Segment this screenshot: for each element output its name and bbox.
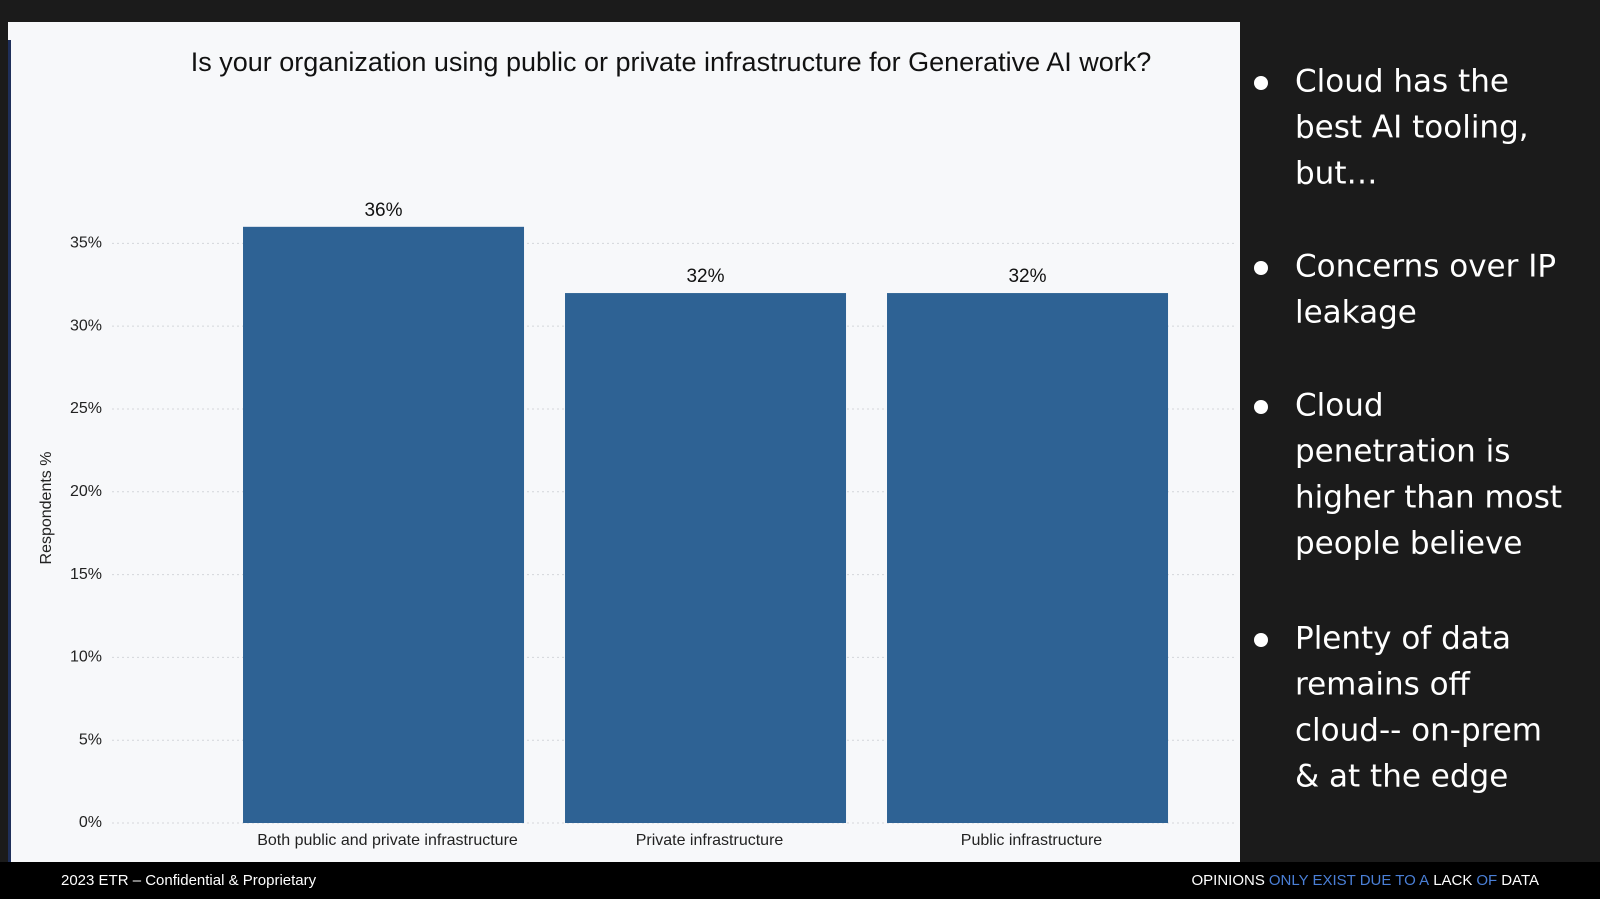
y-tick-label: 35%	[70, 235, 102, 252]
bar	[243, 226, 525, 824]
footer-left: 2023 ETR – Confidential & Proprietary	[61, 872, 317, 889]
bullet-text: Cloud	[1295, 388, 1384, 424]
bullet-text: people believe	[1295, 526, 1522, 562]
tagline-segment: OF	[1476, 872, 1497, 889]
y-axis-label: Respondents %	[38, 452, 55, 565]
value-label: 36%	[364, 200, 402, 221]
x-tick-label: Public infrastructure	[961, 832, 1102, 849]
y-tick-label: 20%	[70, 483, 102, 500]
bullet-dot	[1254, 261, 1268, 275]
bullet-text: & at the edge	[1295, 759, 1508, 795]
y-tick-label: 30%	[70, 317, 102, 334]
bullet-text: Cloud has the	[1295, 64, 1509, 100]
bullet-text: remains off	[1295, 667, 1471, 703]
chart-title: Is your organization using public or pri…	[191, 47, 1151, 77]
bar	[565, 293, 847, 823]
x-tick-label: Both public and private infrastructure	[257, 832, 518, 849]
y-tick-label: 5%	[79, 731, 102, 748]
bullet-text: Plenty of data	[1295, 621, 1511, 657]
tagline-segment: LACK	[1433, 872, 1472, 889]
bullet-text: cloud-- on-prem	[1295, 713, 1542, 749]
bullet-text: penetration is	[1295, 434, 1510, 470]
y-tick-label: 10%	[70, 649, 102, 666]
bullet-text: leakage	[1295, 295, 1417, 331]
footer-tagline: OPINIONS ONLY EXIST DUE TO A LACK OF DATA	[1191, 872, 1539, 889]
value-label: 32%	[686, 266, 724, 287]
bullet-text: Concerns over IP	[1295, 249, 1556, 285]
value-label: 32%	[1008, 266, 1046, 287]
y-tick-label: 0%	[79, 814, 102, 831]
y-tick-label: 25%	[70, 400, 102, 417]
bullet-text: but…	[1295, 156, 1377, 192]
tagline-segment: DATA	[1501, 872, 1539, 889]
bullet-text: higher than most	[1295, 480, 1562, 516]
bullet-dot	[1254, 76, 1268, 90]
bar	[887, 293, 1169, 823]
bullet-text: best AI tooling,	[1295, 110, 1529, 146]
tagline-segment: OPINIONS	[1191, 872, 1264, 889]
footer-bar	[0, 862, 1600, 899]
y-tick-label: 15%	[70, 566, 102, 583]
x-tick-label: Private infrastructure	[636, 832, 784, 849]
bullet-dot	[1254, 633, 1268, 647]
bullet-dot	[1254, 400, 1268, 414]
tagline-segment: ONLY EXIST DUE TO A	[1269, 872, 1429, 889]
panel-edge	[8, 40, 11, 862]
